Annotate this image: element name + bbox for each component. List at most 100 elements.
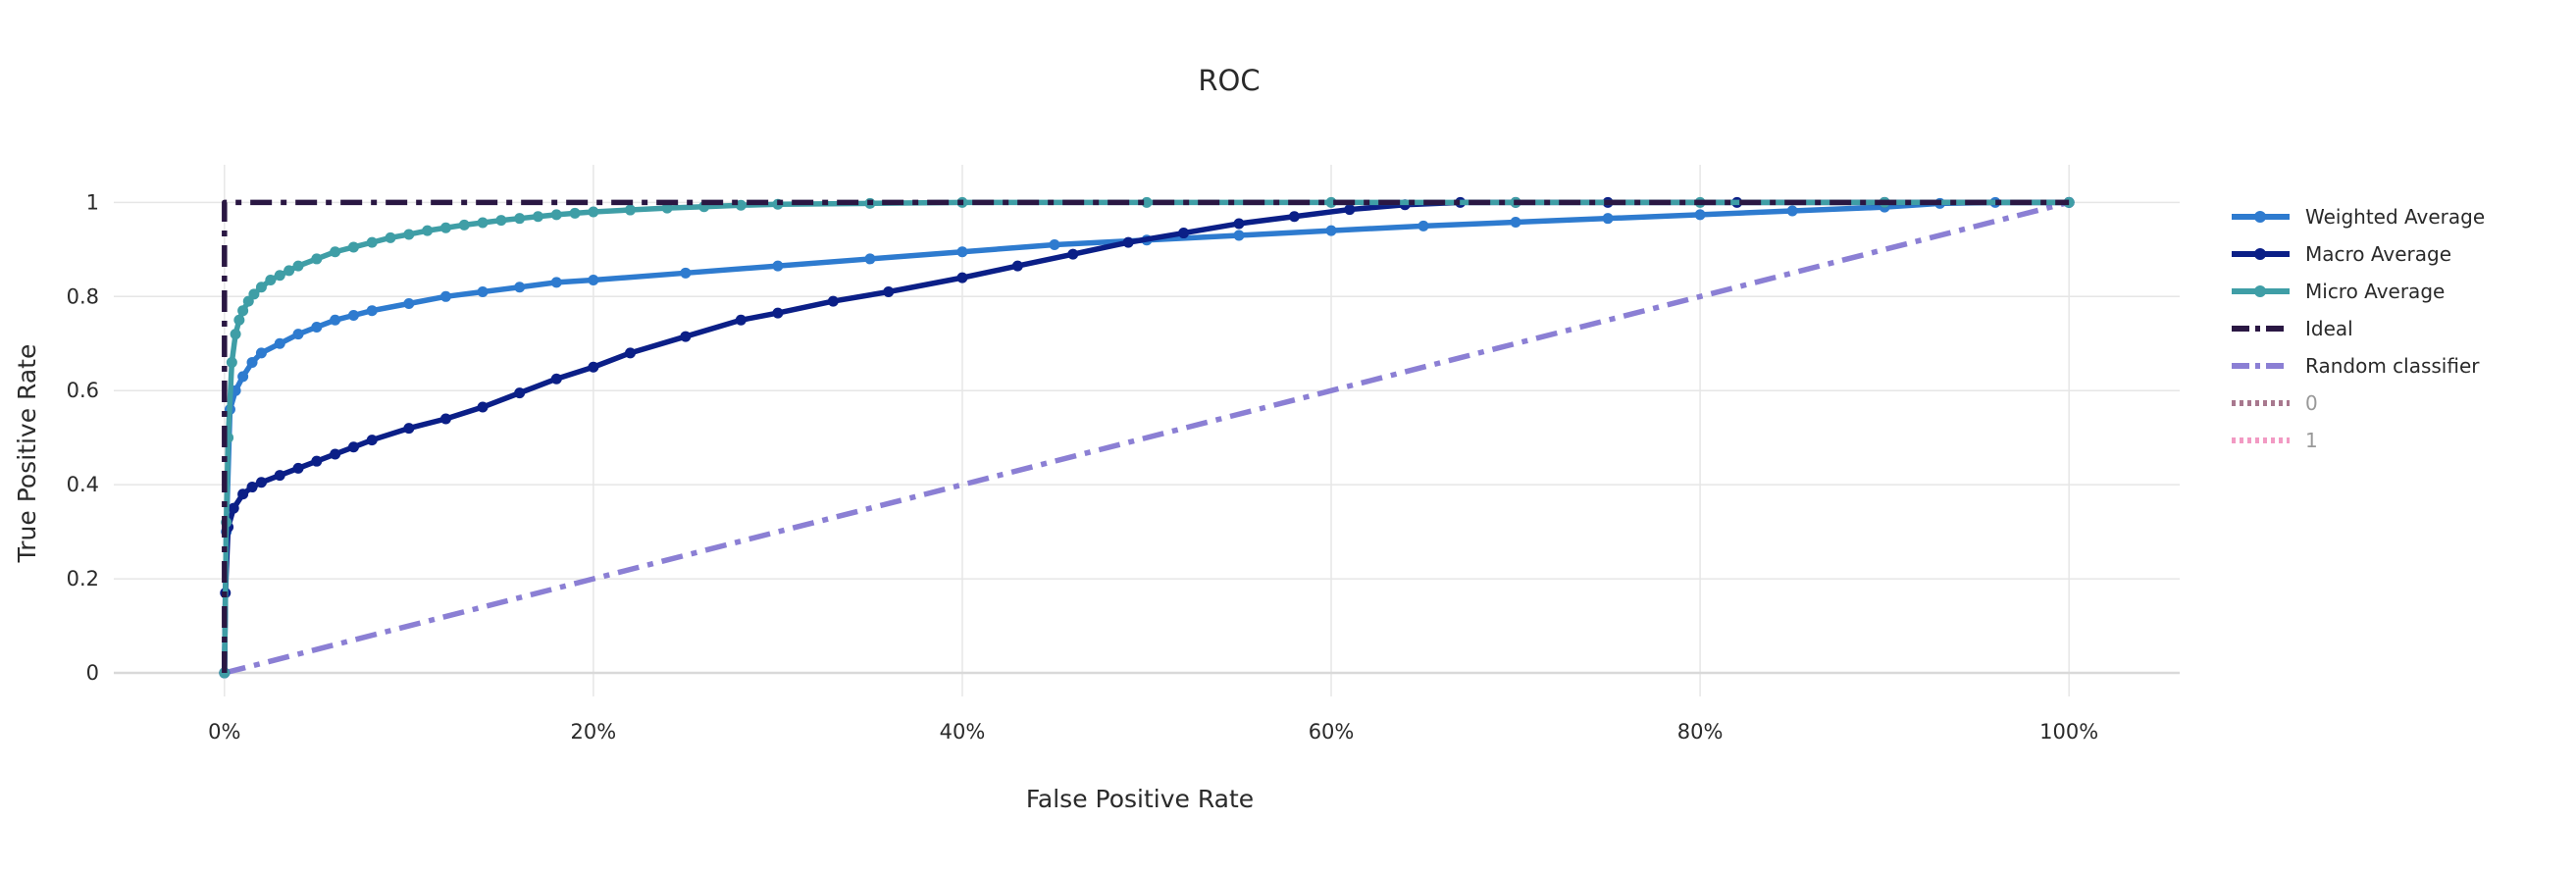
data-point[interactable] <box>735 314 747 326</box>
data-point[interactable] <box>233 314 245 326</box>
data-point[interactable] <box>514 387 526 399</box>
data-point[interactable] <box>274 270 285 282</box>
data-point[interactable] <box>1288 211 1300 223</box>
data-point[interactable] <box>439 222 451 233</box>
data-point[interactable] <box>772 307 784 319</box>
series-random-classifier[interactable] <box>224 199 2070 676</box>
data-point[interactable] <box>1067 248 1079 260</box>
data-point[interactable] <box>1178 228 1190 239</box>
data-point[interactable] <box>550 209 562 221</box>
data-point[interactable] <box>248 288 260 300</box>
data-point[interactable] <box>477 401 489 413</box>
data-point[interactable] <box>283 265 295 277</box>
data-point[interactable] <box>439 290 451 302</box>
legend[interactable]: Weighted Average Macro Average Micro Avera… <box>2232 205 2485 452</box>
data-point[interactable] <box>864 253 876 265</box>
data-point[interactable] <box>347 441 359 453</box>
data-point[interactable] <box>458 219 470 231</box>
data-point[interactable] <box>1011 260 1023 272</box>
data-point[interactable] <box>311 321 323 333</box>
data-point[interactable] <box>550 277 562 288</box>
data-point[interactable] <box>439 413 451 425</box>
data-point[interactable] <box>1602 213 1614 225</box>
data-point[interactable] <box>680 331 692 342</box>
data-point[interactable] <box>661 202 673 214</box>
data-point[interactable] <box>237 305 249 317</box>
data-point[interactable] <box>1233 230 1245 241</box>
data-point[interactable] <box>477 217 489 229</box>
data-point[interactable] <box>1049 239 1060 251</box>
data-point[interactable] <box>625 204 636 216</box>
data-point[interactable] <box>514 213 526 225</box>
legend-item-random-classifier[interactable]: Random classifier <box>2232 354 2480 378</box>
data-point[interactable] <box>228 502 239 514</box>
data-point[interactable] <box>883 286 895 297</box>
data-point[interactable] <box>625 347 636 359</box>
data-point[interactable] <box>1141 196 1153 208</box>
legend-item-weighted-average[interactable]: Weighted Average <box>2232 205 2485 229</box>
data-point[interactable] <box>237 488 249 500</box>
legend-item-macro-average[interactable]: Macro Average <box>2232 242 2451 266</box>
data-point[interactable] <box>956 246 968 258</box>
data-point[interactable] <box>265 275 277 286</box>
data-point[interactable] <box>495 215 507 227</box>
data-point[interactable] <box>1344 204 1356 216</box>
data-point[interactable] <box>772 260 784 272</box>
data-point[interactable] <box>292 260 304 272</box>
data-point[interactable] <box>330 246 341 258</box>
data-point[interactable] <box>588 275 599 286</box>
data-point[interactable] <box>422 225 434 236</box>
data-point[interactable] <box>569 207 581 219</box>
legend-item-0[interactable]: 0 <box>2232 391 2318 415</box>
legend-item-micro-average[interactable]: Micro Average <box>2232 280 2445 303</box>
data-point[interactable] <box>735 199 747 211</box>
data-point[interactable] <box>550 373 562 385</box>
data-point[interactable] <box>311 455 323 467</box>
x-tick-label: 80% <box>1677 720 1724 744</box>
data-point[interactable] <box>237 371 249 383</box>
data-point[interactable] <box>347 309 359 321</box>
data-point[interactable] <box>292 329 304 340</box>
data-point[interactable] <box>274 337 285 349</box>
data-point[interactable] <box>246 356 258 368</box>
data-point[interactable] <box>1510 217 1521 229</box>
data-point[interactable] <box>366 435 378 446</box>
data-point[interactable] <box>311 253 323 265</box>
data-point[interactable] <box>292 462 304 474</box>
data-point[interactable] <box>1694 209 1706 221</box>
data-point[interactable] <box>1122 236 1134 248</box>
data-point[interactable] <box>226 356 237 368</box>
data-point[interactable] <box>330 314 341 326</box>
data-point[interactable] <box>385 231 396 243</box>
data-point[interactable] <box>330 448 341 460</box>
data-point[interactable] <box>588 361 599 373</box>
data-point[interactable] <box>255 347 267 359</box>
data-point[interactable] <box>1325 225 1337 236</box>
data-point[interactable] <box>246 482 258 493</box>
data-point[interactable] <box>403 423 415 435</box>
legend-item-ideal[interactable]: Ideal <box>2232 317 2353 340</box>
data-point[interactable] <box>255 477 267 488</box>
data-point[interactable] <box>956 272 968 283</box>
data-point[interactable] <box>1417 220 1429 231</box>
data-point[interactable] <box>366 236 378 248</box>
data-point[interactable] <box>230 329 241 340</box>
data-point[interactable] <box>514 282 526 293</box>
x-axis-title: False Positive Rate <box>1026 785 1254 813</box>
data-point[interactable] <box>403 298 415 309</box>
series-ideal[interactable] <box>222 199 2070 674</box>
data-point[interactable] <box>827 295 839 307</box>
data-point[interactable] <box>366 305 378 317</box>
data-point[interactable] <box>477 286 489 297</box>
legend-item-1[interactable]: 1 <box>2232 429 2318 452</box>
data-point[interactable] <box>1786 205 1798 217</box>
data-point[interactable] <box>588 206 599 218</box>
data-point[interactable] <box>403 229 415 240</box>
data-point[interactable] <box>255 282 267 293</box>
data-point[interactable] <box>680 267 692 279</box>
data-point[interactable] <box>532 211 543 223</box>
data-point[interactable] <box>274 470 285 482</box>
data-point[interactable] <box>1233 218 1245 230</box>
data-point[interactable] <box>347 241 359 253</box>
